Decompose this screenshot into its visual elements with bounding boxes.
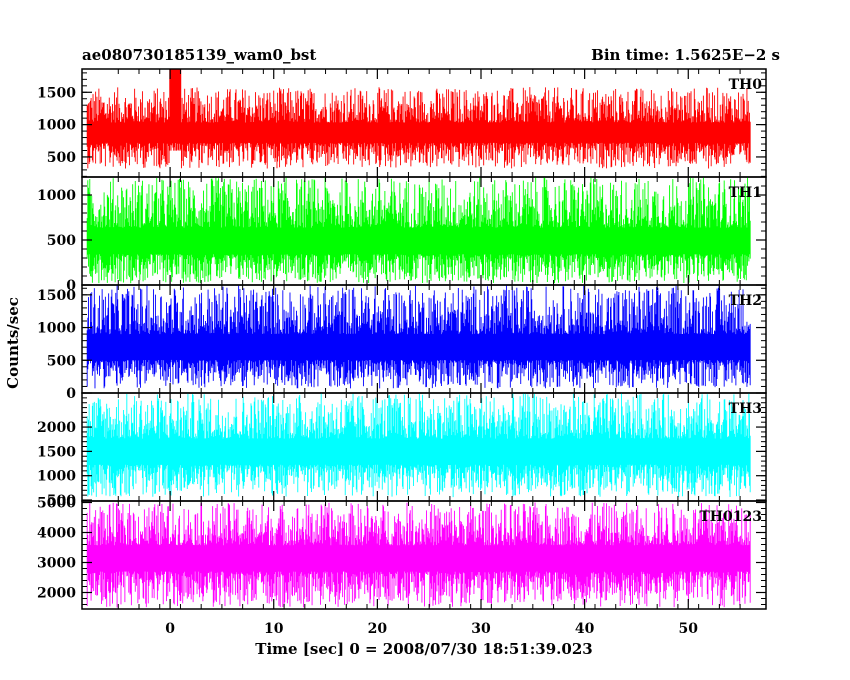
- panel-th2: 0 500 1000 1500 TH2: [37, 284, 767, 402]
- panel-label: TH1: [729, 185, 762, 201]
- y-tick-label: 1500: [37, 85, 76, 101]
- x-tick-label: 30: [471, 621, 491, 637]
- x-tick-label: 10: [264, 621, 284, 637]
- series-th1: [86, 177, 751, 284]
- x-tick-label: 0: [165, 621, 175, 637]
- panel-label: TH3: [729, 401, 762, 417]
- panel-label: TH0123: [699, 509, 762, 525]
- panel-th1: 0 500 1000 TH1: [37, 176, 767, 294]
- series-th3: [86, 393, 751, 498]
- panel-th0123: 2000 3000 4000 5000 TH0123: [37, 496, 767, 610]
- panel-frame: [81, 500, 767, 610]
- y-tick-label: 1500: [37, 288, 76, 304]
- y-tick-label: 1000: [37, 188, 76, 204]
- panel-th3: 500 1000 1500 2000 TH3: [37, 392, 767, 509]
- y-tick-label: 1000: [37, 118, 76, 134]
- panel-label: TH0: [729, 77, 763, 93]
- y-tick-label: 500: [47, 353, 76, 369]
- panel-th0: 500 1000 1500 TH0: [37, 68, 767, 178]
- y-tick-label: 3000: [37, 556, 76, 572]
- y-axis-label: Counts/sec: [4, 297, 22, 389]
- y-tick-label: 1000: [37, 321, 76, 337]
- y-tick-label: 2000: [37, 586, 76, 602]
- y-tick-label: 500: [47, 150, 76, 166]
- panel-label: TH2: [729, 293, 762, 309]
- y-tick-label: 2000: [37, 420, 76, 436]
- x-tick-label: 50: [679, 621, 699, 637]
- x-axis-label: Time [sec] 0 = 2008/07/30 18:51:39.023: [255, 640, 592, 658]
- panels-group: 500 1000 1500 TH0 0 500 1000 TH1 0 500 1000 1500 TH2…: [37, 68, 767, 610]
- series-th0123: [86, 502, 751, 608]
- y-tick-label: 1500: [37, 444, 76, 460]
- y-tick-label: 1000: [37, 469, 76, 485]
- y-tick-label: 500: [47, 233, 76, 249]
- chart-title-right: Bin time: 1.5625E−2 s: [591, 46, 780, 64]
- y-tick-label: 5000: [37, 496, 76, 512]
- series-th2: [86, 285, 751, 389]
- x-tick-label: 40: [575, 621, 595, 637]
- x-axis: 0 10 20 30 40 50: [165, 621, 698, 637]
- x-tick-label: 20: [368, 621, 388, 637]
- y-tick-label: 500: [47, 493, 76, 509]
- y-tick-label: 0: [66, 386, 76, 402]
- y-tick-label: 0: [66, 278, 76, 294]
- y-tick-label: 4000: [37, 526, 76, 542]
- series-th0: [86, 69, 751, 169]
- chart-title-left: ae080730185139_wam0_bst: [82, 46, 316, 64]
